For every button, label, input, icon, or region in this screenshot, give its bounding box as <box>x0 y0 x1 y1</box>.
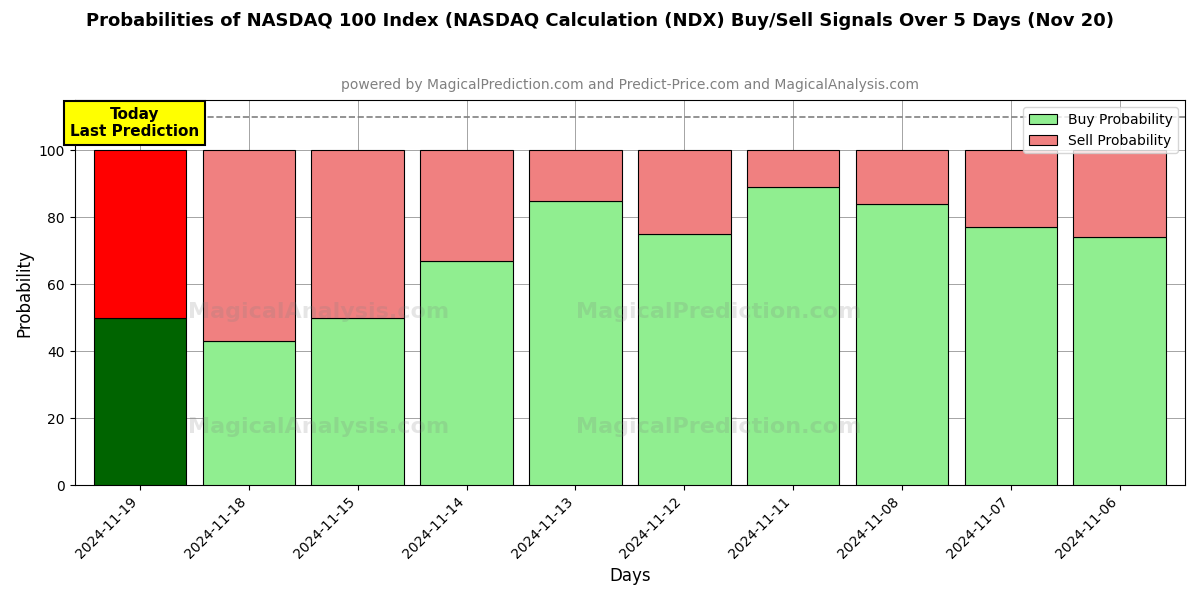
Bar <box>746 151 839 187</box>
Bar <box>965 227 1057 485</box>
Text: MagicalAnalysis.com: MagicalAnalysis.com <box>188 302 450 322</box>
Bar <box>856 151 948 204</box>
Bar <box>203 151 295 341</box>
Bar <box>638 151 731 234</box>
Text: Probabilities of NASDAQ 100 Index (NASDAQ Calculation (NDX) Buy/Sell Signals Ove: Probabilities of NASDAQ 100 Index (NASDA… <box>86 12 1114 30</box>
Bar <box>965 151 1057 227</box>
Text: MagicalAnalysis.com: MagicalAnalysis.com <box>188 418 450 437</box>
X-axis label: Days: Days <box>610 567 650 585</box>
Text: MagicalPrediction.com: MagicalPrediction.com <box>576 418 862 437</box>
Bar <box>203 341 295 485</box>
Text: Today
Last Prediction: Today Last Prediction <box>70 107 199 139</box>
Bar <box>856 204 948 485</box>
Bar <box>638 234 731 485</box>
Bar <box>94 318 186 485</box>
Bar <box>312 151 404 318</box>
Bar <box>1074 238 1166 485</box>
Bar <box>529 200 622 485</box>
Bar <box>312 318 404 485</box>
Y-axis label: Probability: Probability <box>16 248 34 337</box>
Bar <box>529 151 622 200</box>
Bar <box>420 151 512 261</box>
Bar <box>94 151 186 318</box>
Text: MagicalPrediction.com: MagicalPrediction.com <box>576 302 862 322</box>
Bar <box>746 187 839 485</box>
Title: powered by MagicalPrediction.com and Predict-Price.com and MagicalAnalysis.com: powered by MagicalPrediction.com and Pre… <box>341 78 919 92</box>
Legend: Buy Probability, Sell Probability: Buy Probability, Sell Probability <box>1024 107 1178 153</box>
Bar <box>420 261 512 485</box>
Bar <box>1074 151 1166 238</box>
